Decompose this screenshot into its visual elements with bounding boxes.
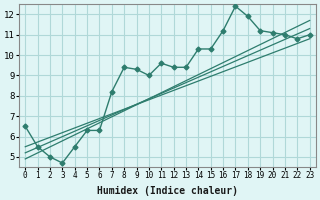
X-axis label: Humidex (Indice chaleur): Humidex (Indice chaleur)	[97, 186, 238, 196]
